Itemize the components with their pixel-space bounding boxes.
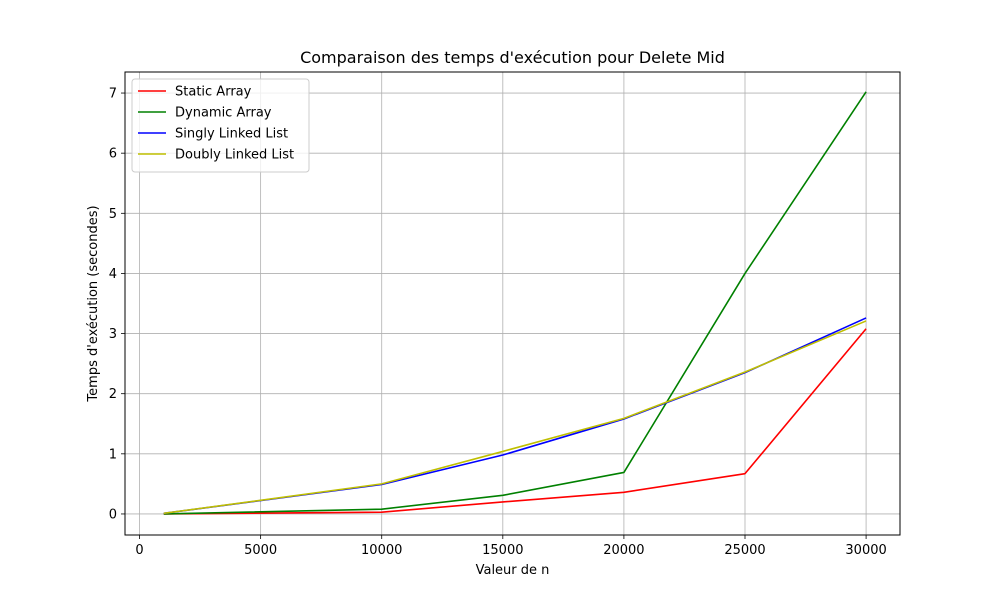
x-tick-label: 5000 [244, 543, 277, 558]
y-tick-label: 5 [109, 207, 117, 222]
legend-entry: Dynamic Array [175, 106, 272, 121]
x-tick-label: 0 [135, 543, 143, 558]
legend-box [131, 78, 310, 173]
y-tick-label: 0 [109, 507, 117, 522]
series-line-doubly-linked-list [163, 320, 867, 515]
y-tick-label: 7 [109, 87, 117, 102]
series-line-static-array [163, 328, 867, 515]
chart-title: Comparaison des temps d'exécution pour D… [300, 48, 725, 67]
legend-entry: Doubly Linked List [175, 148, 294, 163]
y-axis-label: Temps d'exécution (secondes) [86, 205, 101, 402]
series-line-dynamic-array [163, 91, 867, 515]
legend-entry: Static Array [175, 85, 252, 100]
y-tick-label: 1 [109, 447, 117, 462]
x-tick-label: 20000 [603, 543, 644, 558]
y-tick-label: 2 [109, 387, 117, 402]
y-axis-ticks: 0 1 2 3 4 5 6 7 [109, 87, 125, 522]
x-tick-label: 15000 [482, 543, 523, 558]
plot-frame [124, 71, 901, 536]
y-tick-label: 6 [109, 147, 117, 162]
x-axis-label: Valeur de n [476, 563, 550, 578]
legend: Static Array Dynamic Array Singly Linked L… [131, 78, 310, 173]
x-axis-ticks: 0 5000 10000 15000 20000 25000 30000 [135, 535, 887, 558]
legend-entry: Singly Linked List [175, 127, 288, 142]
series-lines [163, 91, 867, 515]
x-tick-label: 10000 [361, 543, 402, 558]
y-tick-label: 3 [109, 327, 117, 342]
y-tick-label: 4 [109, 267, 117, 282]
x-tick-label: 30000 [845, 543, 886, 558]
x-tick-label: 25000 [724, 543, 765, 558]
